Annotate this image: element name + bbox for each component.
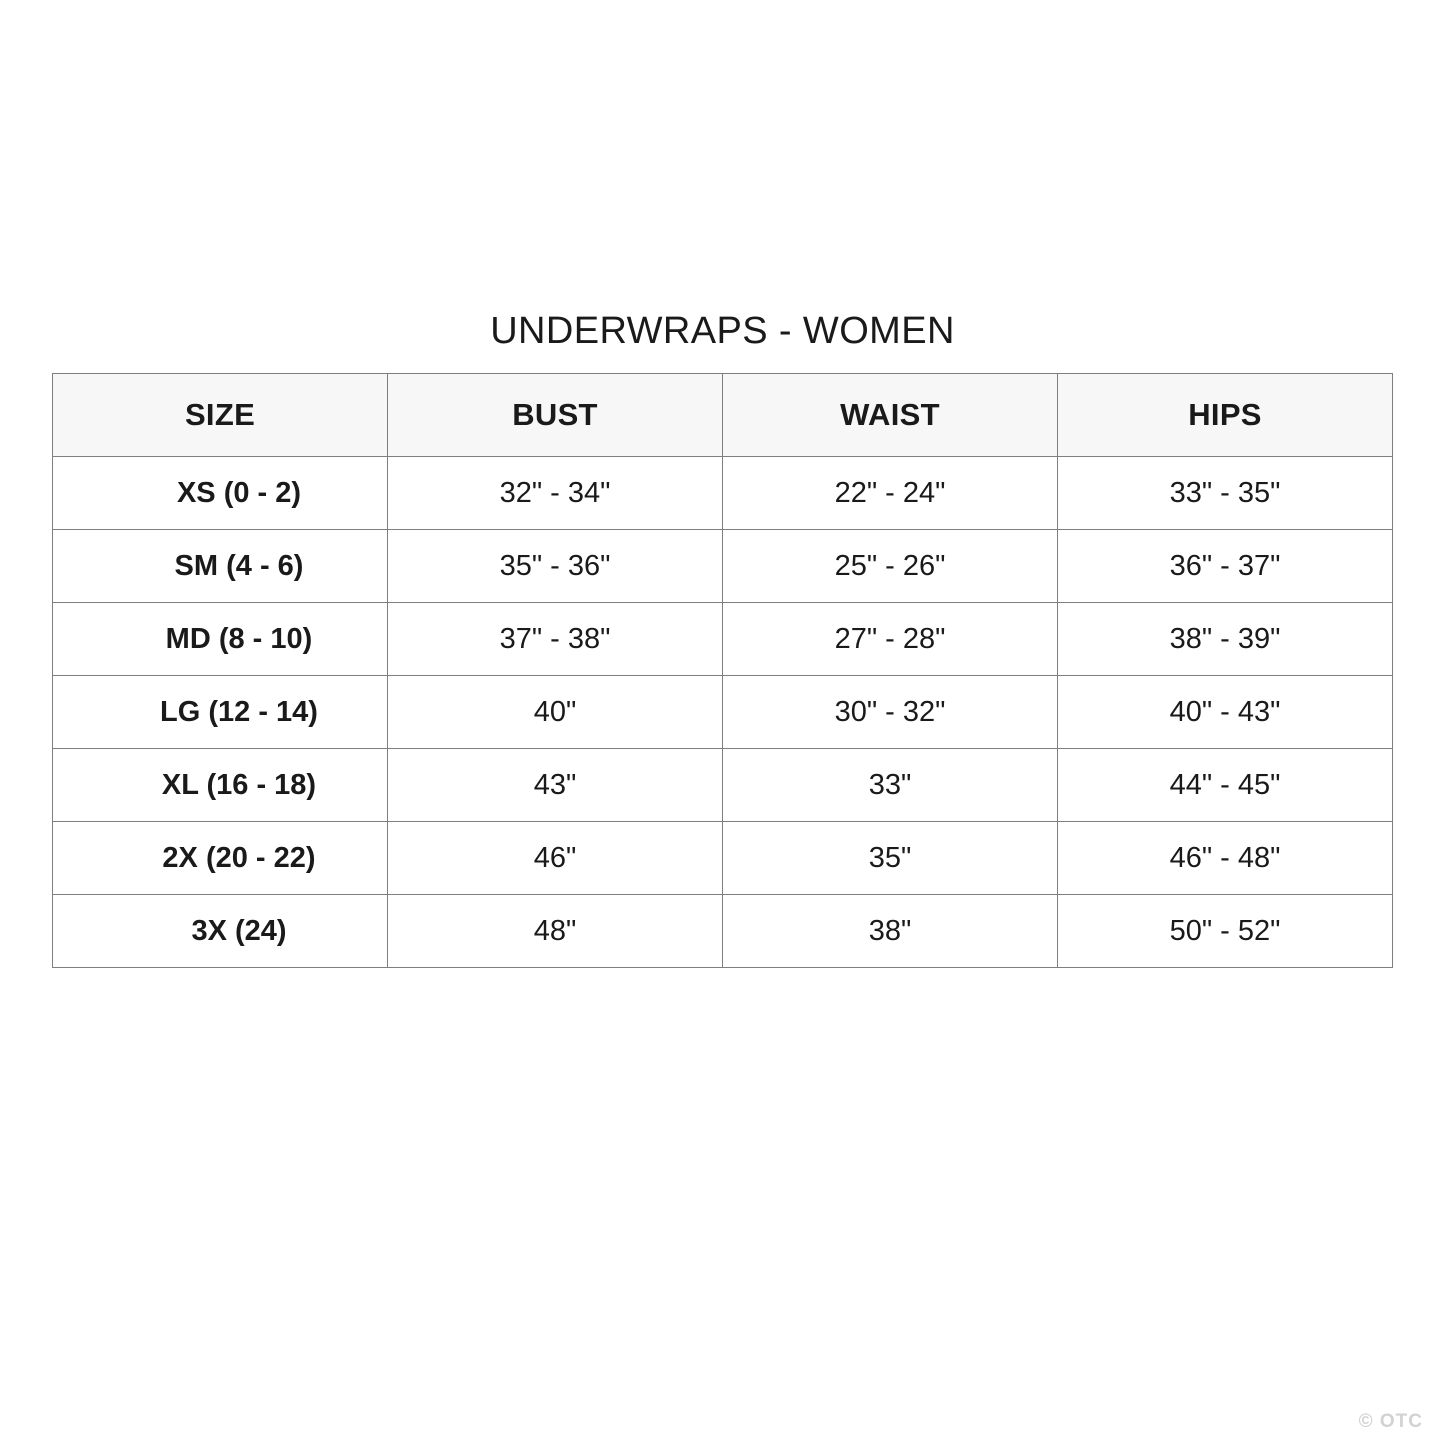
table-row: 3X (24) 48" 38" 50" - 52" bbox=[52, 894, 1393, 968]
column-header-hips: HIPS bbox=[1057, 373, 1393, 457]
cell-bust: 32" - 34" bbox=[387, 456, 723, 530]
cell-size: SM (4 - 6) bbox=[52, 529, 388, 603]
cell-size: MD (8 - 10) bbox=[52, 602, 388, 676]
cell-hips: 38" - 39" bbox=[1057, 602, 1393, 676]
cell-bust: 43" bbox=[387, 748, 723, 822]
cell-size: 2X (20 - 22) bbox=[52, 821, 388, 895]
cell-hips: 36" - 37" bbox=[1057, 529, 1393, 603]
cell-hips: 44" - 45" bbox=[1057, 748, 1393, 822]
column-header-size: SIZE bbox=[52, 373, 388, 457]
cell-size: 3X (24) bbox=[52, 894, 388, 968]
cell-size: LG (12 - 14) bbox=[52, 675, 388, 749]
copyright-watermark: © OTC bbox=[1358, 1411, 1423, 1432]
cell-hips: 33" - 35" bbox=[1057, 456, 1393, 530]
page-title: UNDERWRAPS - WOMEN bbox=[490, 310, 955, 352]
cell-bust: 40" bbox=[387, 675, 723, 749]
table-row: XL (16 - 18) 43" 33" 44" - 45" bbox=[52, 748, 1393, 822]
cell-hips: 46" - 48" bbox=[1057, 821, 1393, 895]
table-row: XS (0 - 2) 32" - 34" 22" - 24" 33" - 35" bbox=[52, 456, 1393, 530]
table-header-row: SIZE BUST WAIST HIPS bbox=[52, 373, 1393, 457]
cell-bust: 46" bbox=[387, 821, 723, 895]
size-chart-table: SIZE BUST WAIST HIPS XS (0 - 2) 32" - 34… bbox=[52, 373, 1393, 968]
cell-waist: 27" - 28" bbox=[722, 602, 1058, 676]
column-header-waist: WAIST bbox=[722, 373, 1058, 457]
cell-bust: 48" bbox=[387, 894, 723, 968]
cell-waist: 35" bbox=[722, 821, 1058, 895]
cell-waist: 30" - 32" bbox=[722, 675, 1058, 749]
cell-bust: 37" - 38" bbox=[387, 602, 723, 676]
cell-size: XL (16 - 18) bbox=[52, 748, 388, 822]
cell-bust: 35" - 36" bbox=[387, 529, 723, 603]
table-row: 2X (20 - 22) 46" 35" 46" - 48" bbox=[52, 821, 1393, 895]
table-row: MD (8 - 10) 37" - 38" 27" - 28" 38" - 39… bbox=[52, 602, 1393, 676]
size-chart-container: UNDERWRAPS - WOMEN SIZE BUST WAIST HIPS … bbox=[52, 310, 1393, 968]
table-row: SM (4 - 6) 35" - 36" 25" - 26" 36" - 37" bbox=[52, 529, 1393, 603]
cell-waist: 33" bbox=[722, 748, 1058, 822]
table-row: LG (12 - 14) 40" 30" - 32" 40" - 43" bbox=[52, 675, 1393, 749]
column-header-bust: BUST bbox=[387, 373, 723, 457]
cell-waist: 22" - 24" bbox=[722, 456, 1058, 530]
cell-hips: 40" - 43" bbox=[1057, 675, 1393, 749]
cell-hips: 50" - 52" bbox=[1057, 894, 1393, 968]
cell-size: XS (0 - 2) bbox=[52, 456, 388, 530]
cell-waist: 38" bbox=[722, 894, 1058, 968]
cell-waist: 25" - 26" bbox=[722, 529, 1058, 603]
